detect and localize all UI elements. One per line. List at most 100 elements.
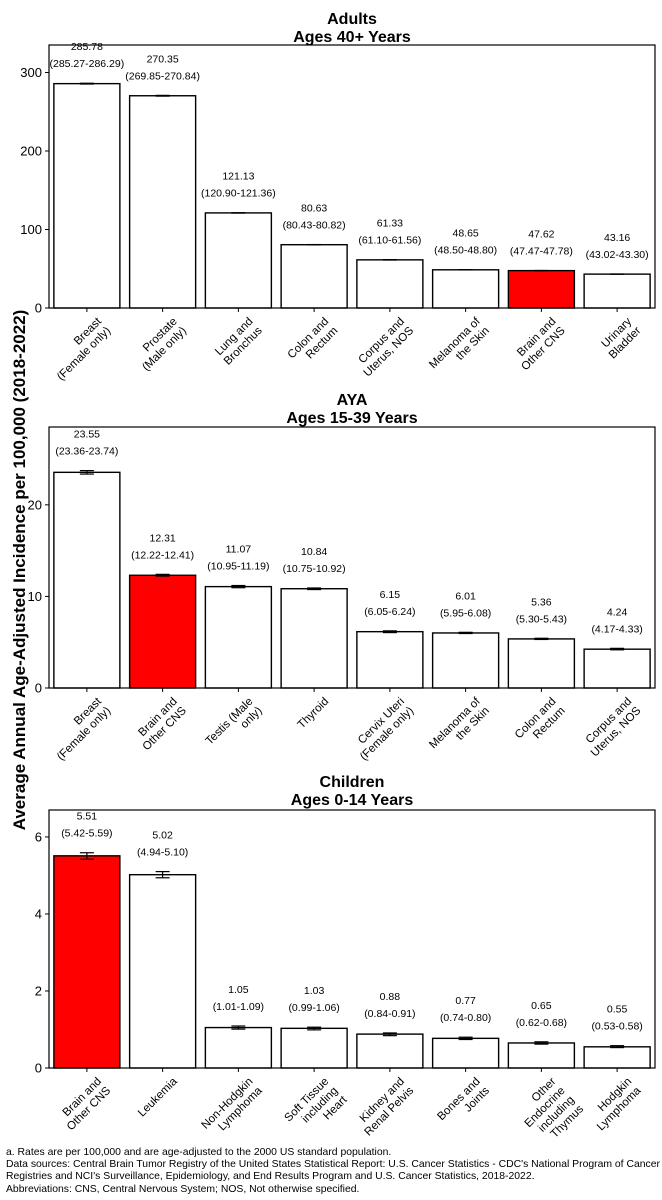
- x-tick-label: HodgkinLymphoma: [586, 1075, 644, 1133]
- y-tick-label: 100: [20, 222, 42, 237]
- bar: [128, 574, 197, 689]
- data-label-value: 0.55: [607, 1004, 628, 1016]
- bar: [53, 855, 121, 1069]
- data-label-ci: (5.30-5.43): [516, 613, 567, 625]
- data-label-value: 48.65: [452, 228, 478, 240]
- bar: [128, 95, 197, 309]
- panel-frame: [48, 44, 656, 309]
- x-tick-label: Corpus andUterus, NOS: [580, 695, 644, 759]
- bar: [53, 82, 121, 309]
- bar: [356, 630, 424, 689]
- data-label-ci: (43.02-43.30): [586, 249, 649, 261]
- data-label-value: 0.88: [380, 991, 401, 1003]
- data-label-ci: (5.95-6.08): [440, 607, 491, 619]
- data-label-ci: (10.95-11.19): [207, 561, 269, 573]
- panel-frame: [48, 809, 656, 1069]
- x-tick-label: UrinaryBladder: [598, 315, 644, 361]
- data-label-value: 12.31: [149, 532, 175, 544]
- bar: [204, 585, 273, 689]
- data-label-ci: (47.47-47.78): [510, 245, 573, 257]
- data-label-ci: (61.10-61.56): [358, 235, 421, 247]
- footnotes: a. Rates are per 100,000 and are age-adj…: [6, 1147, 660, 1196]
- x-tick-label: Testis (Maleonly): [204, 696, 265, 757]
- x-tick-label: Colon andRectum: [513, 696, 568, 751]
- data-label-value: 43.16: [604, 232, 630, 244]
- data-label-ci: (23.36-23.74): [55, 446, 118, 458]
- data-label-ci: (120.90-121.36): [201, 188, 276, 200]
- data-label-ci: (80.43-80.82): [283, 220, 346, 232]
- x-tick-label: Brain andOther CNS: [131, 695, 189, 753]
- data-label-value: 5.02: [152, 830, 173, 842]
- data-label-ci: (12.22-12.41): [131, 549, 194, 561]
- bar: [280, 243, 348, 309]
- data-label-ci: (48.50-48.80): [434, 245, 497, 257]
- y-tick-label: 20: [28, 497, 42, 512]
- y-tick-label: 0: [35, 1061, 42, 1076]
- footnote-line: a. Rates are per 100,000 and are age-adj…: [6, 1147, 392, 1158]
- x-tick-label: Breast(Female only): [46, 695, 114, 763]
- bar: [128, 873, 197, 1069]
- data-label-value: 47.62: [528, 228, 554, 240]
- data-label-value: 270.35: [147, 53, 179, 65]
- data-label-ci: (0.84-0.91): [364, 1008, 415, 1020]
- bar: [204, 212, 273, 309]
- data-label-ci: (4.94-5.10): [137, 847, 188, 859]
- data-label-value: 61.33: [377, 218, 403, 230]
- x-tick-label: Leukemia: [136, 1075, 180, 1119]
- bar: [280, 1027, 348, 1069]
- data-label-value: 0.77: [455, 995, 476, 1007]
- data-label-ci: (0.74-0.80): [440, 1012, 491, 1024]
- x-tick-label: Cervix Uteri(Female only): [349, 696, 417, 764]
- panel-title: Children: [320, 774, 385, 791]
- x-tick-label: Melanoma ofthe Skin: [427, 695, 492, 760]
- data-label-value: 0.65: [531, 1000, 552, 1012]
- y-tick-label: 6: [35, 829, 42, 844]
- data-label-ci: (0.99-1.06): [288, 1002, 339, 1014]
- data-label-value: 10.84: [301, 546, 327, 558]
- x-tick-label: Colon andRectum: [286, 316, 341, 371]
- x-tick-label: Thyroid: [296, 696, 332, 732]
- data-label-value: 285.78: [71, 41, 103, 53]
- x-tick-label: Prostate(Male only): [131, 316, 189, 374]
- x-tick-label: Melanoma ofthe Skin: [427, 315, 492, 380]
- data-label-ci: (0.62-0.68): [516, 1017, 567, 1029]
- data-label-value: 5.51: [77, 811, 98, 823]
- bar: [583, 1046, 651, 1069]
- y-tick-label: 2: [35, 983, 42, 998]
- y-tick-label: 0: [35, 301, 42, 316]
- footnote-line: Abbreviations: CNS, Central Nervous Syst…: [6, 1183, 360, 1195]
- data-label-ci: (1.01-1.09): [213, 1001, 264, 1013]
- data-label-value: 5.36: [531, 596, 552, 608]
- data-label-ci: (10.75-10.92): [283, 563, 346, 575]
- bar: [431, 1037, 500, 1069]
- data-label-value: 6.01: [455, 590, 476, 602]
- panel-title: Adults: [327, 11, 377, 28]
- data-label-value: 1.05: [228, 984, 249, 996]
- bar: [356, 259, 424, 309]
- data-label-value: 6.15: [380, 589, 401, 601]
- panel-subtitle: Ages 40+ Years: [293, 29, 411, 46]
- x-tick-label: Soft TissueincludingHeart: [283, 1075, 351, 1143]
- x-tick-label: Brain andOther CNS: [56, 1075, 114, 1133]
- y-tick-label: 4: [35, 906, 42, 921]
- data-label-ci: (285.27-286.29): [50, 58, 125, 70]
- y-tick-label: 10: [28, 589, 42, 604]
- panel-subtitle: Ages 15-39 Years: [286, 410, 417, 427]
- data-label-value: 1.03: [304, 985, 325, 997]
- data-label-ci: (6.05-6.24): [364, 606, 415, 618]
- panel-subtitle: Ages 0-14 Years: [291, 792, 414, 809]
- bar: [583, 648, 651, 689]
- bar: [431, 269, 500, 309]
- data-label-ci: (4.17-4.33): [591, 623, 642, 635]
- bar: [583, 273, 651, 309]
- bar: [280, 588, 348, 689]
- x-tick-label: Non-HodgkinLymphoma: [200, 1075, 266, 1141]
- y-tick-label: 300: [20, 65, 42, 80]
- data-label-ci: (269.85-270.84): [125, 70, 200, 82]
- data-label-value: 80.63: [301, 203, 327, 215]
- data-label-value: 23.55: [74, 429, 100, 441]
- data-label-value: 4.24: [607, 606, 628, 618]
- bar: [431, 632, 500, 689]
- panel-title: AYA: [337, 392, 368, 409]
- footnote-line: Data sources: Central Brain Tumor Regist…: [6, 1159, 660, 1171]
